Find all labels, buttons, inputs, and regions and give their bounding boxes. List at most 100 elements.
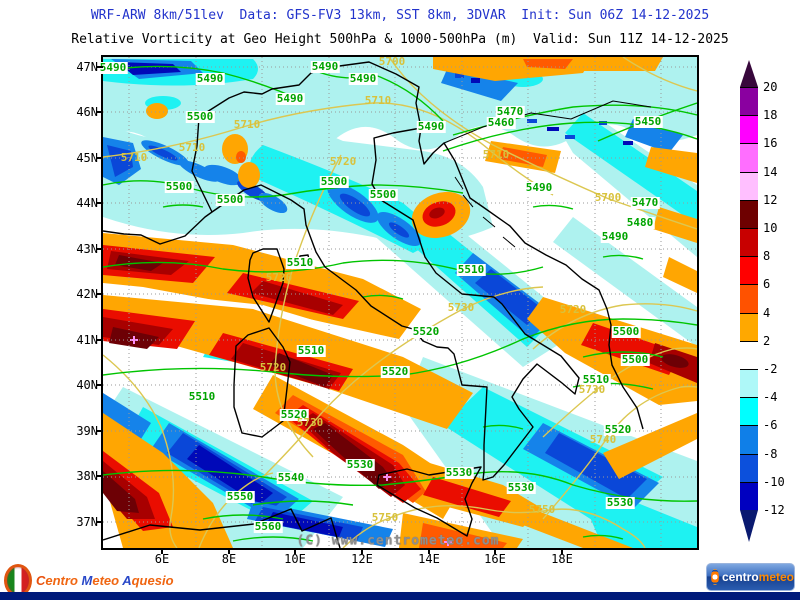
contour-label-5520: 5520 <box>279 408 309 421</box>
colorbar-segment <box>740 481 758 510</box>
colorbar-value-10: 10 <box>763 221 778 235</box>
colorbar-value-14: 14 <box>763 164 778 179</box>
colorbar-value-8: 8 <box>763 249 771 264</box>
lat-tick <box>96 384 103 386</box>
contour-label-5700: 5700 <box>594 191 622 204</box>
logo-text-part: entro <box>45 573 82 588</box>
contour-label-5510: 5510 <box>187 390 217 403</box>
logo-text-part: centro <box>721 570 759 584</box>
centrometeo-logo[interactable]: centrometeo <box>706 563 795 591</box>
contour-label-5530: 5530 <box>506 481 536 494</box>
contour-label-5500: 5500 <box>620 353 650 366</box>
contour-label-5720: 5720 <box>329 155 357 168</box>
contour-label-5710: 5710 <box>364 94 392 107</box>
colorbar-over-arrow <box>740 60 758 87</box>
contour-label-5720: 5720 <box>559 303 587 316</box>
model-init-title: WRF-ARW 8km/51lev Data: GFS-FV3 13km, SS… <box>90 8 710 23</box>
contour-label-5530: 5530 <box>345 458 375 471</box>
contour-label-5490: 5490 <box>98 61 128 74</box>
lon-label-8E: 8E <box>221 552 237 566</box>
centro-meteo-aquesio-logo[interactable]: Centro Meteo Aquesio <box>4 564 174 597</box>
contour-label-5530: 5530 <box>605 496 635 509</box>
contour-label-5720: 5720 <box>265 271 293 284</box>
colorbar-segment <box>740 171 758 200</box>
contour-label-5490: 5490 <box>275 92 305 105</box>
lat-label-45N: 45N <box>76 151 98 165</box>
lat-tick <box>96 521 103 523</box>
lat-label-46N: 46N <box>76 105 98 119</box>
colorbar-segment <box>740 369 758 398</box>
colorbar-value-16: 16 <box>763 136 778 151</box>
contour-label-5520: 5520 <box>380 365 410 378</box>
contour-label-5490: 5490 <box>348 72 378 85</box>
lon-label-6E: 6E <box>154 552 170 566</box>
contour-label-5490: 5490 <box>195 72 225 85</box>
colorbar-value--2: -2 <box>763 362 778 376</box>
lon-tick <box>294 548 296 554</box>
lat-tick <box>96 66 103 68</box>
lat-label-47N: 47N <box>76 60 98 74</box>
lat-label-37N: 37N <box>76 515 98 529</box>
contour-label-5750: 5750 <box>528 503 556 516</box>
contour-label-5470: 5470 <box>630 196 660 209</box>
colorbar-segment <box>740 143 758 172</box>
lat-tick <box>96 157 103 159</box>
contour-label-5450: 5450 <box>633 115 663 128</box>
contour-label-5730: 5730 <box>447 301 475 314</box>
contour-label-5490: 5490 <box>600 230 630 243</box>
colorbar-under-arrow <box>740 510 758 542</box>
centrometeo-swirl-icon <box>711 569 719 585</box>
colorbar-segment <box>740 397 758 426</box>
lat-label-43N: 43N <box>76 242 98 256</box>
contour-label-5510: 5510 <box>285 256 315 269</box>
contour-label-5740: 5740 <box>589 433 617 446</box>
lat-tick <box>96 430 103 432</box>
contour-label-5720: 5720 <box>259 361 287 374</box>
colorbar-segment <box>740 256 758 285</box>
logo-text-part: C <box>36 573 46 588</box>
contour-label-5520: 5520 <box>411 325 441 338</box>
lat-label-38N: 38N <box>76 469 98 483</box>
contour-label-5500: 5500 <box>611 325 641 338</box>
lon-label-14E: 14E <box>418 552 440 566</box>
contour-label-5710: 5710 <box>178 141 206 154</box>
contour-label-5730: 5730 <box>296 416 324 429</box>
colorbar-value-12: 12 <box>763 192 778 207</box>
bottom-navy-bar <box>0 592 800 600</box>
contour-label-5460: 5460 <box>486 116 516 129</box>
contour-label-5700: 5700 <box>378 55 406 68</box>
contour-label-5500: 5500 <box>368 188 398 201</box>
logo-text-part: eteo <box>92 573 123 588</box>
logo-text-part: M <box>81 573 93 588</box>
centrometeo-logo-text: centrometeo <box>722 570 794 584</box>
contour-label-5500: 5500 <box>164 180 194 193</box>
lon-tick <box>561 548 563 554</box>
contour-label-5500: 5500 <box>215 193 245 206</box>
lon-label-18E: 18E <box>551 552 573 566</box>
colorbar-value-18: 18 <box>763 108 778 123</box>
contour-label-5500: 5500 <box>185 110 215 123</box>
logo-text-part: A <box>122 573 132 588</box>
contour-label-5510: 5510 <box>456 263 486 276</box>
contour-label-5550: 5550 <box>225 490 255 503</box>
contour-label-5560: 5560 <box>253 520 283 533</box>
watermark: (C) www.centrometeo.com <box>296 533 500 549</box>
contour-label-5510: 5510 <box>581 373 611 386</box>
colorbar-segment <box>740 228 758 257</box>
lat-tick <box>96 248 103 250</box>
lat-label-42N: 42N <box>76 287 98 301</box>
contour-label-5510: 5510 <box>296 344 326 357</box>
lat-label-41N: 41N <box>76 333 98 347</box>
contour-label-5520: 5520 <box>603 423 633 436</box>
lat-tick <box>96 111 103 113</box>
colorbar-value-6: 6 <box>763 277 771 292</box>
colorbar-segment <box>740 425 758 454</box>
lon-label-10E: 10E <box>284 552 306 566</box>
vorticity-height-map <box>103 57 697 548</box>
lat-lon-graticule <box>103 57 697 548</box>
colorbar-segment <box>740 199 758 228</box>
colorbar-value-20: 20 <box>763 80 778 94</box>
lon-tick <box>494 548 496 554</box>
contour-label-5480: 5480 <box>625 216 655 229</box>
map-canvas: 5490 5490 5490 5490 5490 5500 5500 5500 5500 5500… <box>98 55 699 550</box>
